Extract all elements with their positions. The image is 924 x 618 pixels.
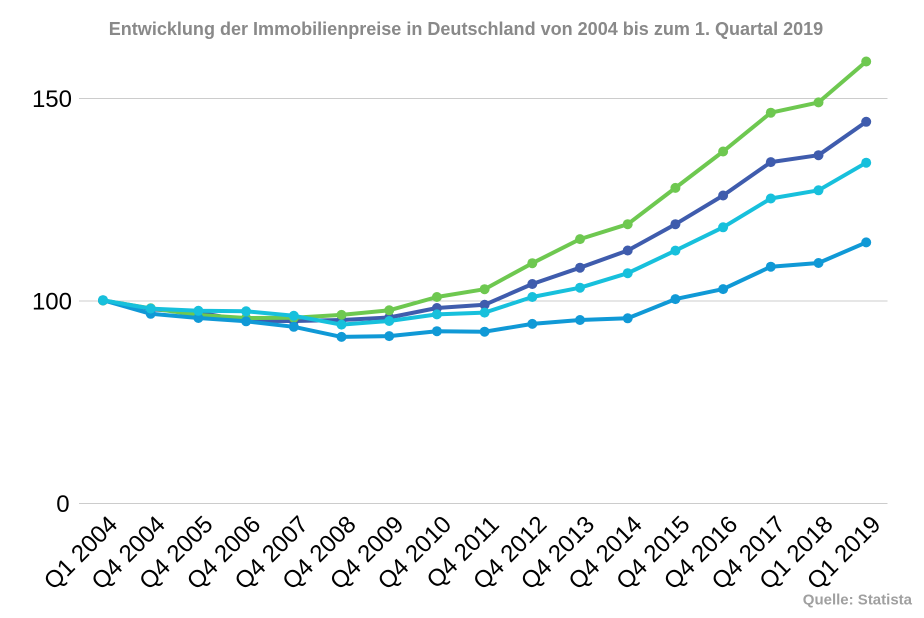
svg-text:0: 0	[56, 491, 69, 518]
svg-text:100: 100	[32, 289, 72, 316]
svg-text:Quelle: Statista: Quelle: Statista	[803, 592, 913, 609]
svg-text:150: 150	[32, 86, 72, 113]
svg-text:Entwicklung der Immobilienprei: Entwicklung der Immobilienpreise in Deut…	[109, 19, 823, 39]
